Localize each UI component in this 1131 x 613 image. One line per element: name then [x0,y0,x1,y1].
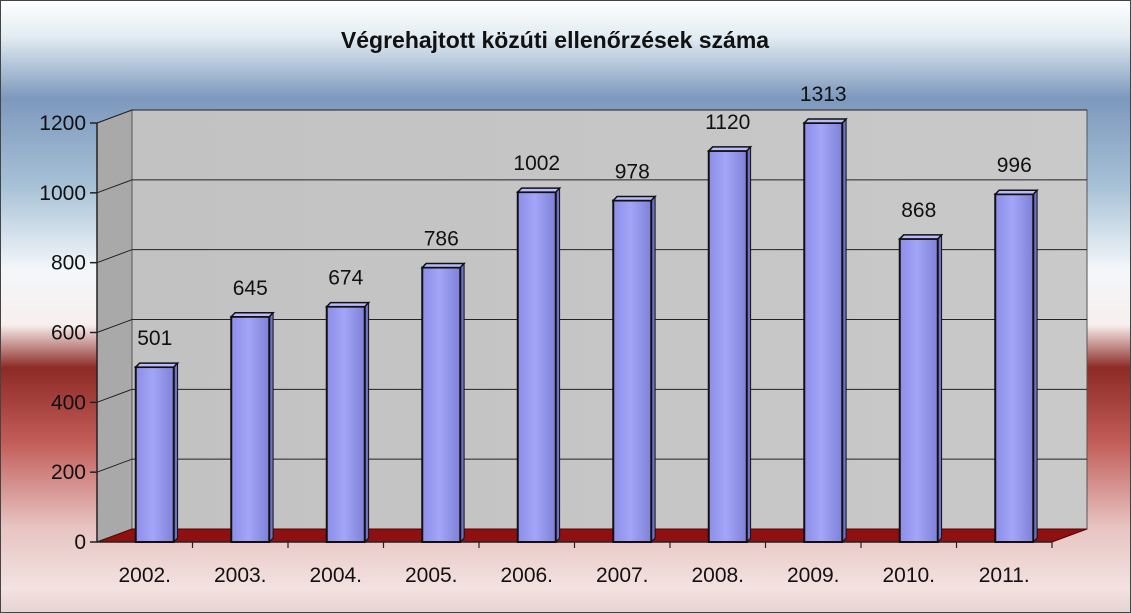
gridline-side [96,109,133,124]
bar-top [897,234,944,240]
bar [421,266,462,543]
bar-group: 501 [133,327,180,544]
bar [230,315,271,543]
bar-group: 978 [611,161,657,544]
bar-top [706,146,753,152]
bar-top [133,362,180,368]
x-tick-label: 2002. [118,564,171,587]
bar-group: 786 [420,228,466,544]
bar-top [420,262,466,269]
x-tick-label: 2003. [214,564,267,587]
x-tick-label: 2005. [405,564,458,587]
bar [612,199,653,543]
chart-title: Végrehajtott közúti ellenőrzések száma [341,27,769,53]
bar-group: 1002 [513,152,562,544]
x-tick-label: 2007. [596,564,649,587]
gridline-side [96,249,133,264]
x-tick-label: 2011. [979,564,1030,587]
gridline-side [96,179,133,194]
bar-top [324,301,371,308]
data-label: 868 [901,199,936,222]
bar-group: 1313 [800,83,848,544]
gridline-side [96,388,133,403]
y-tick-label: 800 [51,252,86,275]
bar-top [229,312,275,318]
plot-area: 0 200 400 600 800 1000 1200 501 2002. 645 2003. 674… [39,83,1088,587]
data-label: 501 [137,327,172,350]
bar [707,149,748,544]
bar [325,305,366,543]
y-tick-label: 200 [51,461,86,484]
bar [803,122,844,543]
data-label: 978 [615,161,650,184]
x-tick-label: 2006. [500,564,553,587]
x-tick-label: 2009. [787,564,840,587]
bar [898,237,939,543]
gridline-side [96,458,133,473]
data-label: 674 [328,267,363,290]
bar-top [611,195,657,202]
data-label: 996 [997,154,1032,177]
bar [516,191,557,543]
x-tick-label: 2008. [691,564,744,587]
y-tick-label: 400 [51,391,86,414]
y-tick-label: 600 [51,322,86,345]
bar-group: 1120 [705,111,753,544]
y-tick-label: 0 [74,531,86,554]
bar-group: 996 [993,154,1039,544]
bar-top [993,189,1039,195]
bar-group: 645 [229,277,275,544]
bar-group: 674 [324,267,371,544]
gridline-side [96,319,133,333]
y-tick-label: 1200 [39,112,86,135]
y-tick-label: 1000 [39,182,86,205]
bar-top [515,187,562,193]
data-label: 1002 [513,152,560,175]
bar-top [802,118,848,124]
x-tick-label: 2010. [882,564,935,587]
bar [134,366,175,543]
data-label: 1313 [800,83,847,106]
data-label: 1120 [705,111,750,134]
bar [994,193,1035,543]
data-label: 645 [233,277,268,300]
bar-group: 868 [897,199,944,544]
x-tick-label: 2004. [309,564,362,587]
data-label: 786 [424,228,459,251]
